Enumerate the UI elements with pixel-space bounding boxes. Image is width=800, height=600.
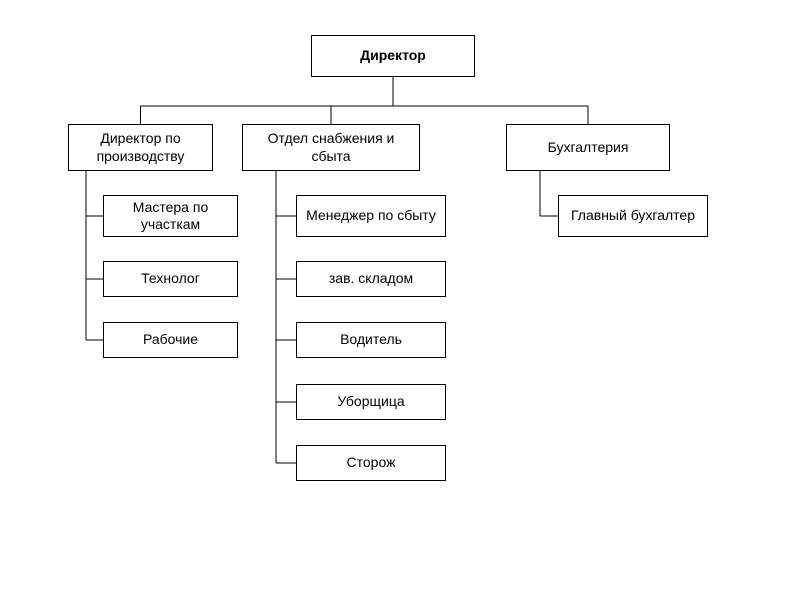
node-sales_manager: Менеджер по сбыту [296, 195, 446, 237]
node-label: Технолог [141, 270, 200, 288]
node-masters: Мастера по участкам [103, 195, 238, 237]
node-director: Директор [311, 35, 475, 77]
node-label: зав. складом [329, 270, 413, 288]
node-label: Отдел снабжения и сбыта [247, 130, 415, 165]
node-label: Бухгалтерия [548, 139, 629, 157]
node-driver: Водитель [296, 322, 446, 358]
node-label: Рабочие [143, 331, 198, 349]
node-cleaner: Уборщица [296, 384, 446, 420]
node-label: Мастера по участкам [108, 199, 233, 234]
node-label: Уборщица [337, 393, 404, 411]
node-label: Сторож [347, 454, 396, 472]
org-chart-connectors [0, 0, 800, 600]
node-label: Водитель [340, 331, 402, 349]
node-supply_dept: Отдел снабжения и сбыта [242, 124, 420, 171]
node-technologist: Технолог [103, 261, 238, 297]
node-label: Директор [360, 47, 426, 65]
node-prod_director: Директор по производству [68, 124, 213, 171]
node-workers: Рабочие [103, 322, 238, 358]
node-chief_accountant: Главный бухгалтер [558, 195, 708, 237]
node-label: Менеджер по сбыту [306, 207, 436, 225]
node-warehouse: зав. складом [296, 261, 446, 297]
node-label: Главный бухгалтер [571, 207, 695, 225]
node-label: Директор по производству [73, 130, 208, 165]
node-guard: Сторож [296, 445, 446, 481]
node-accounting: Бухгалтерия [506, 124, 670, 171]
